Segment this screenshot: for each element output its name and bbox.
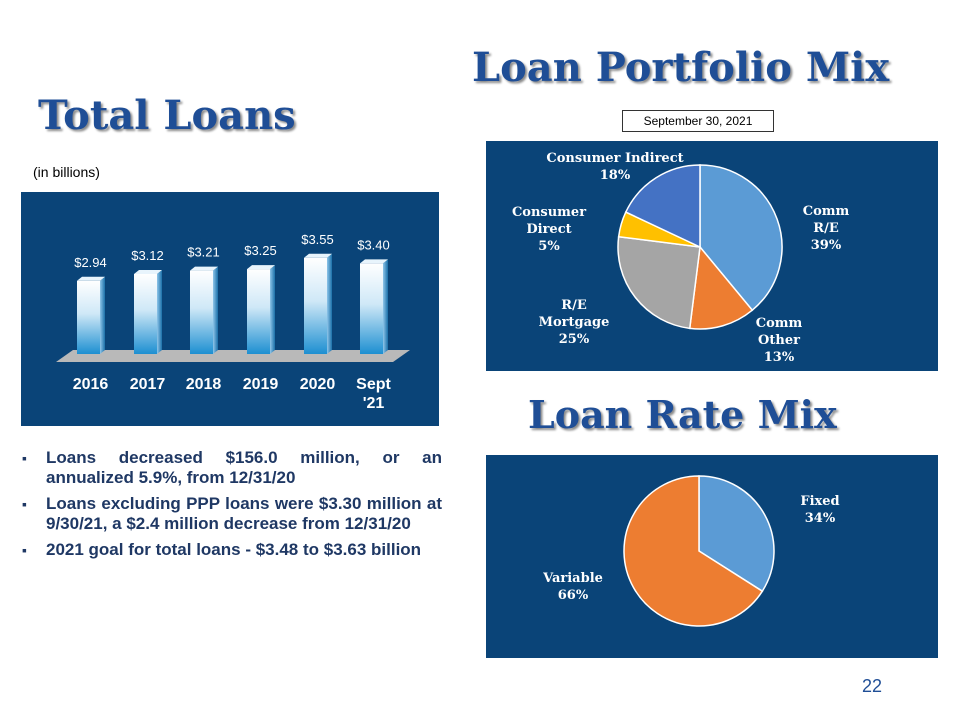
bar-2020 (304, 257, 327, 354)
portfolio-pie-svg: Comm R/E 39% Comm Other 13% R/E Mortgage 25% Cons… (512, 151, 850, 365)
slice-label: Comm Other 13% (756, 316, 803, 365)
slice-label: Variable 66% (542, 571, 603, 603)
page-number: 22 (862, 676, 883, 696)
category-label: 2020 (300, 376, 336, 393)
category-label: 2016 (73, 376, 109, 393)
slice-consumer-indirect (624, 164, 701, 249)
bar-data-label: $3.55 (301, 232, 334, 247)
slice-comm-r-e (699, 164, 783, 312)
bar-top (360, 259, 388, 264)
bar-chart-svg: $2.94 $3.12 $3.21 $3.25 $3.55 $3.40 2016 2017 20… (56, 232, 410, 412)
bar-top (304, 253, 332, 258)
slice-label: Comm R/E 39% (803, 204, 850, 253)
bullet-item: 2021 goal for total loans - $3.48 to $3.… (22, 540, 442, 560)
bar-2018 (190, 270, 213, 354)
bar-data-label: $3.12 (131, 248, 164, 263)
category-label-line2: '21 (363, 395, 385, 412)
slice-label: Consumer Indirect 18% (546, 151, 683, 183)
bar-top (247, 265, 275, 270)
loan-portfolio-mix-pie-chart: Comm R/E 39% Comm Other 13% R/E Mortgage 25% Cons… (486, 141, 938, 371)
loan-portfolio-mix-title: Loan Portfolio Mix (472, 44, 890, 91)
bullet-item: Loans excluding PPP loans were $3.30 mil… (22, 494, 442, 534)
bar-side (157, 270, 162, 354)
loan-rate-mix-pie-chart: Fixed 34% Variable 66% (486, 455, 938, 658)
category-label: Sept (356, 376, 391, 393)
bar-2017 (134, 274, 157, 354)
slice-r-e-mortgage (617, 235, 701, 330)
bar-side (327, 253, 332, 354)
bullet-item: Loans decreased $156.0 million, or an an… (22, 448, 442, 488)
rate-pie-svg: Fixed 34% Variable 66% (542, 475, 840, 627)
bar-data-label: $3.25 (244, 243, 277, 258)
slice-label: Consumer Direct 5% (512, 205, 586, 254)
unit-label: (in billions) (33, 164, 100, 180)
bar-data-label: $3.40 (357, 237, 390, 252)
bar-data-label: $3.21 (187, 245, 220, 260)
bar-side (383, 259, 388, 354)
bar-2016 (77, 280, 100, 354)
category-label: 2017 (130, 376, 166, 393)
category-label: 2019 (243, 376, 279, 393)
slice-label: R/E Mortgage 25% (539, 298, 610, 347)
category-label: 2018 (186, 376, 222, 393)
bar-top (77, 276, 105, 281)
total-loans-bar-chart: $2.94 $3.12 $3.21 $3.25 $3.55 $3.40 2016 2017 20… (21, 192, 439, 426)
bullet-list: Loans decreased $156.0 million, or an an… (22, 448, 442, 566)
bar-top (134, 270, 162, 274)
slice-comm-other (688, 245, 754, 330)
chart-floor (56, 350, 410, 362)
bar-2019 (247, 269, 270, 354)
slice-variable (623, 475, 764, 627)
slice-label: Fixed 34% (800, 494, 839, 526)
as-of-date-box: September 30, 2021 (622, 110, 774, 132)
bar-top (190, 266, 218, 271)
bar-side (100, 276, 105, 354)
bar-side (213, 266, 218, 354)
total-loans-title: Total Loans (38, 92, 296, 139)
loan-rate-mix-title: Loan Rate Mix (528, 392, 837, 437)
bar-data-label: $2.94 (74, 255, 107, 270)
bar-side (270, 265, 275, 354)
bar-sept21 (360, 263, 383, 354)
